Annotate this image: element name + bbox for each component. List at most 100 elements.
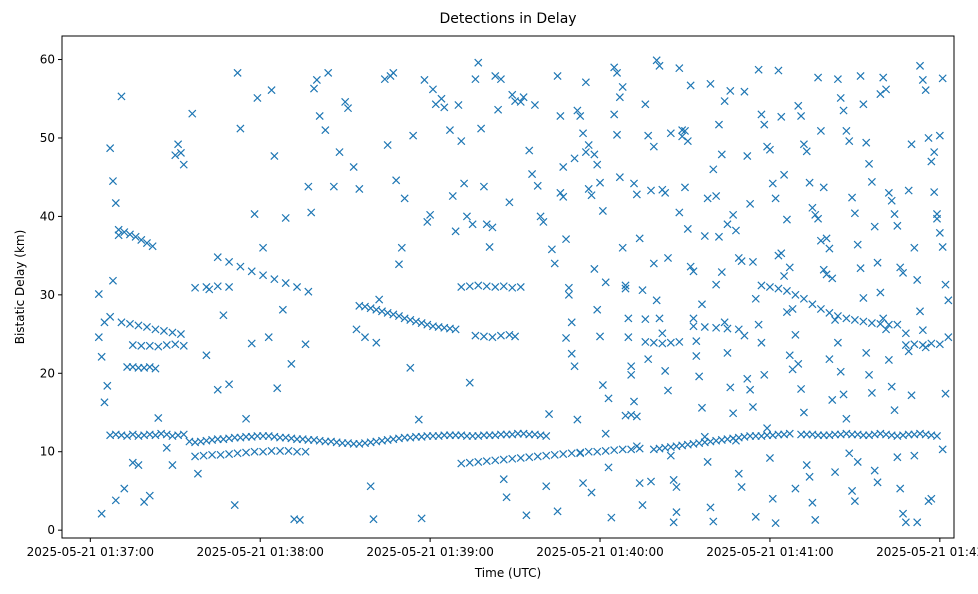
data-point: [794, 101, 803, 110]
data-point: [360, 333, 370, 342]
data-point: [97, 509, 106, 518]
data-point: [349, 439, 358, 448]
data-point: [754, 65, 763, 74]
data-point: [556, 188, 565, 197]
data-point: [746, 385, 755, 394]
data-point: [372, 305, 381, 314]
data-point: [729, 210, 738, 219]
data-point: [366, 304, 375, 313]
data-point: [559, 162, 568, 172]
data-point: [607, 513, 616, 522]
data-point: [641, 315, 650, 324]
data-point: [176, 330, 185, 339]
data-point: [465, 378, 474, 387]
data-point: [590, 150, 599, 159]
data-point: [375, 295, 384, 304]
data-point: [720, 97, 729, 106]
data-point: [859, 100, 868, 109]
data-point: [760, 370, 769, 379]
data-point: [879, 73, 888, 82]
data-point: [666, 451, 675, 460]
data-point: [921, 343, 930, 352]
data-point: [678, 126, 687, 135]
data-point: [559, 192, 568, 201]
data-point: [216, 450, 225, 459]
data-point: [904, 430, 913, 439]
data-point: [341, 97, 350, 106]
data-point: [162, 443, 171, 452]
data-point: [814, 73, 823, 82]
data-point: [627, 445, 636, 454]
data-point: [100, 398, 109, 407]
data-point: [876, 90, 885, 99]
data-point: [125, 230, 134, 239]
data-point: [128, 458, 137, 467]
data-point: [267, 446, 276, 455]
y-tick-label: 0: [47, 523, 55, 537]
data-point: [134, 461, 143, 470]
data-point: [703, 194, 712, 203]
data-point: [570, 154, 579, 163]
data-point: [120, 484, 129, 493]
data-point: [822, 234, 831, 243]
data-point: [748, 257, 757, 266]
data-point: [445, 126, 454, 135]
data-point: [329, 182, 338, 191]
data-point: [695, 372, 704, 381]
data-point: [423, 217, 432, 226]
data-point: [652, 296, 661, 305]
data-point: [661, 366, 670, 375]
data-point: [522, 511, 531, 520]
data-point: [525, 430, 534, 439]
data-point: [714, 120, 723, 129]
data-point: [106, 144, 115, 153]
data-point: [397, 243, 406, 252]
data-point: [797, 430, 806, 439]
data-point: [601, 278, 610, 287]
data-point: [799, 140, 808, 149]
data-point: [295, 515, 304, 524]
data-point: [400, 194, 409, 203]
data-point: [471, 331, 480, 340]
data-point: [805, 178, 814, 187]
data-point: [644, 355, 653, 364]
data-point: [712, 323, 721, 332]
data-point: [372, 338, 381, 347]
data-point: [567, 449, 576, 458]
data-point: [488, 223, 497, 232]
data-point: [321, 437, 330, 446]
data-point: [627, 410, 636, 419]
data-point: [768, 179, 777, 188]
data-point: [451, 227, 460, 236]
data-point: [304, 435, 313, 444]
data-point: [816, 304, 825, 313]
data-point: [225, 380, 234, 389]
data-point: [528, 170, 537, 179]
data-point: [737, 482, 746, 492]
data-point: [542, 482, 551, 491]
data-point: [887, 196, 896, 205]
data-point: [697, 403, 706, 412]
data-point: [213, 282, 222, 291]
data-point: [142, 239, 151, 248]
data-point: [596, 332, 605, 341]
data-point: [154, 342, 163, 351]
data-point: [168, 328, 177, 337]
data-point: [587, 191, 596, 200]
data-point: [593, 305, 602, 314]
data-point: [394, 260, 404, 269]
data-point: [191, 452, 200, 461]
data-point: [145, 491, 154, 500]
data-point: [893, 320, 902, 329]
data-point: [437, 94, 446, 103]
data-point: [757, 338, 766, 347]
data-point: [884, 355, 893, 364]
data-point: [596, 178, 605, 187]
data-point: [601, 446, 610, 455]
data-point: [774, 284, 783, 293]
data-point: [689, 267, 698, 276]
data-point: [573, 415, 582, 424]
data-point: [417, 514, 426, 523]
data-point: [259, 271, 268, 280]
data-point: [301, 340, 310, 349]
